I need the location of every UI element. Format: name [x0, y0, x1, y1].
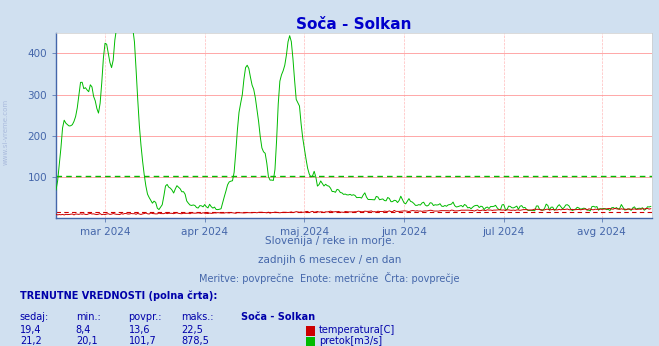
- Text: 101,7: 101,7: [129, 336, 156, 346]
- Text: 878,5: 878,5: [181, 336, 209, 346]
- Text: pretok[m3/s]: pretok[m3/s]: [319, 336, 382, 346]
- Text: Meritve: povprečne  Enote: metrične  Črta: povprečje: Meritve: povprečne Enote: metrične Črta:…: [199, 272, 460, 284]
- Text: min.:: min.:: [76, 312, 101, 322]
- Text: 20,1: 20,1: [76, 336, 98, 346]
- Text: 22,5: 22,5: [181, 325, 203, 335]
- Text: temperatura[C]: temperatura[C]: [319, 325, 395, 335]
- Text: www.si-vreme.com: www.si-vreme.com: [2, 98, 9, 165]
- Text: 13,6: 13,6: [129, 325, 150, 335]
- Text: Slovenija / reke in morje.: Slovenija / reke in morje.: [264, 236, 395, 246]
- Text: povpr.:: povpr.:: [129, 312, 162, 322]
- Text: 8,4: 8,4: [76, 325, 91, 335]
- Text: Soča - Solkan: Soča - Solkan: [241, 312, 314, 322]
- Text: TRENUTNE VREDNOSTI (polna črta):: TRENUTNE VREDNOSTI (polna črta):: [20, 291, 217, 301]
- Text: 21,2: 21,2: [20, 336, 42, 346]
- Text: 19,4: 19,4: [20, 325, 42, 335]
- Text: sedaj:: sedaj:: [20, 312, 49, 322]
- Title: Soča - Solkan: Soča - Solkan: [297, 17, 412, 32]
- Text: zadnjih 6 mesecev / en dan: zadnjih 6 mesecev / en dan: [258, 255, 401, 265]
- Text: maks.:: maks.:: [181, 312, 214, 322]
